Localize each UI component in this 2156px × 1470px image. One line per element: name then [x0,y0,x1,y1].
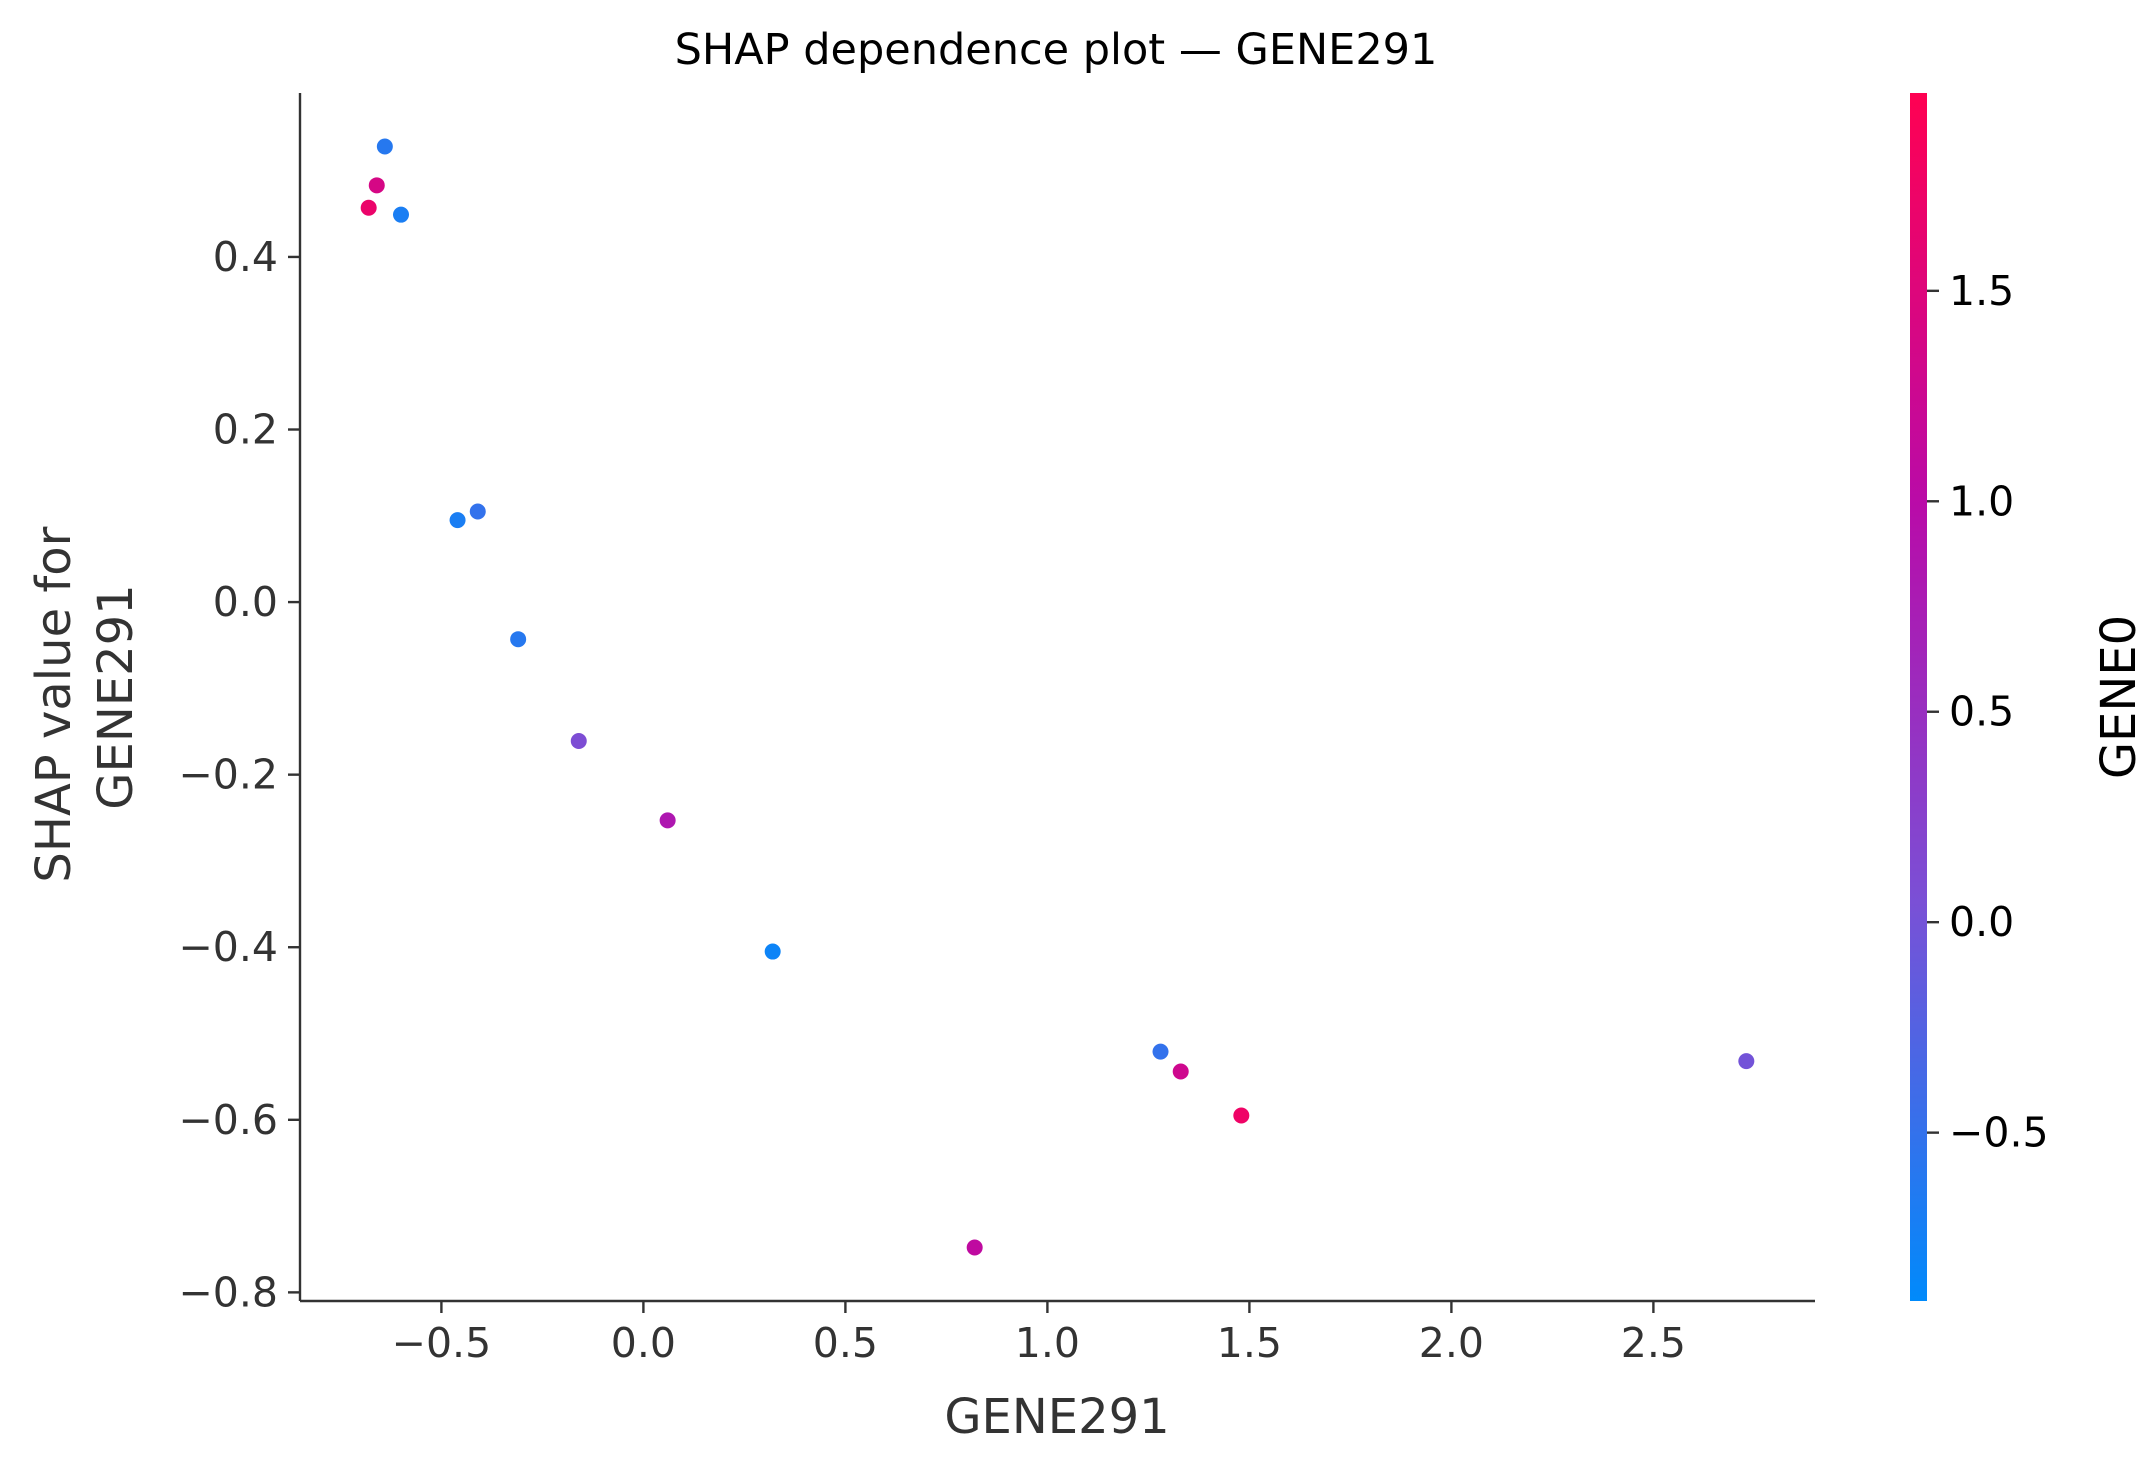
colorbar-tick-label: 0.5 [1949,688,2014,736]
y-tick-label: −0.4 [178,923,278,971]
x-axis-label: GENE291 [944,1389,1169,1445]
y-axis-label: SHAP value for GENE291 [26,511,144,882]
x-tick-label: 0.0 [611,1319,676,1367]
x-tick-label: −0.5 [392,1319,492,1367]
colorbar-label: GENE0 [2091,615,2147,779]
data-point [1738,1053,1755,1070]
data-point [1233,1107,1250,1124]
y-tick-label: 0.4 [213,233,278,281]
y-tick-label: −0.6 [178,1096,278,1144]
y-axis-label-line-2: GENE291 [88,584,144,809]
data-point [449,512,466,529]
y-tick-label: 0.0 [213,578,278,626]
y-tick-label: −0.2 [178,751,278,799]
scatter-points [360,138,1755,1256]
colorbar-tick-label: 1.0 [1949,477,2014,525]
data-point [659,812,676,829]
data-point [469,503,486,520]
colorbar-tick-label: −0.5 [1949,1109,2049,1157]
x-tick-label: 2.0 [1419,1319,1484,1367]
data-point [510,631,527,648]
y-tick-label: −0.8 [178,1268,278,1316]
plot-axes: −0.5 0.0 0.5 1.0 1.5 2.0 2.5 0.4 0.2 0.0 −0.2 −0.4… [178,93,1815,1367]
data-point [764,943,781,960]
colorbar-tick-label: 1.5 [1949,267,2014,315]
y-axis-label-line-1: SHAP value for [26,526,82,882]
chart-title: SHAP dependence plot — GENE291 [675,25,1438,75]
y-axis-ticks: 0.4 0.2 0.0 −0.2 −0.4 −0.6 −0.8 [178,233,300,1316]
y-tick-label: 0.2 [213,406,278,454]
data-point [360,199,377,216]
colorbar-ticks: 1.5 1.0 0.5 0.0 −0.5 [1927,267,2049,1157]
x-axis-ticks: −0.5 0.0 0.5 1.0 1.5 2.0 2.5 [392,1301,1686,1367]
colorbar-gradient [1910,93,1927,1301]
x-tick-label: 2.5 [1621,1319,1686,1367]
data-point [393,206,409,223]
data-point [376,138,393,155]
data-point [966,1239,983,1256]
colorbar: 1.5 1.0 0.5 0.0 −0.5 GENE0 [1910,93,2147,1301]
svg-text:SHAP value for GENE291: SHAP value for GENE291 [26,511,144,882]
colorbar-tick-label: 0.0 [1949,898,2014,946]
x-tick-label: 0.5 [813,1319,878,1367]
data-point [1152,1043,1169,1060]
data-point [570,733,587,750]
x-tick-label: 1.0 [1015,1319,1080,1367]
x-tick-label: 1.5 [1217,1319,1282,1367]
data-point [368,177,385,194]
data-point [1172,1063,1189,1080]
